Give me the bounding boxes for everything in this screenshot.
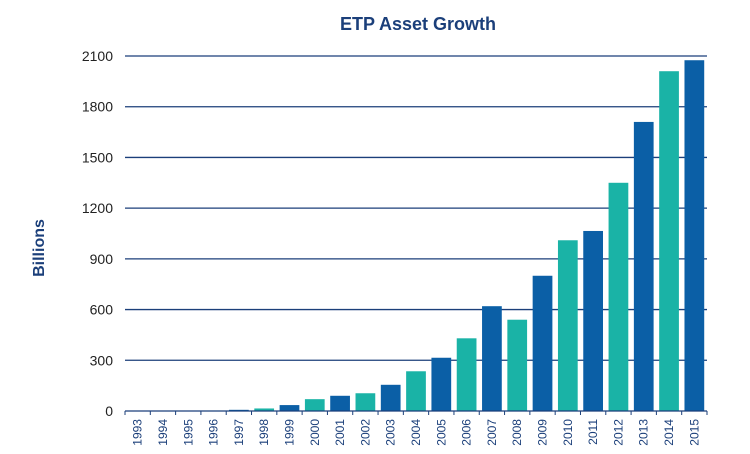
x-tick-label: 2000 (308, 419, 322, 446)
y-tick-label: 1500 (82, 149, 113, 165)
x-axis-ticks: 1993 1994 1995 1996 1997 1998 1999 2000 2001 2002… (124, 411, 708, 446)
bar-2005 (431, 357, 452, 411)
x-tick-label: 2002 (358, 419, 372, 446)
x-tick-label: 1994 (156, 419, 170, 446)
bar-2001 (330, 395, 350, 411)
bar-2003 (380, 384, 401, 411)
y-tick-label: 0 (105, 403, 113, 419)
y-axis-ticks: 0 300 600 900 1200 1500 1800 2100 (82, 48, 113, 419)
bars (153, 60, 705, 411)
bar-2002 (355, 393, 376, 411)
x-tick-label: 1998 (257, 419, 271, 446)
bar-2004 (406, 371, 426, 411)
x-tick-label: 2004 (409, 419, 423, 446)
bar-2010 (557, 240, 578, 411)
x-tick-label: 2005 (434, 419, 448, 446)
y-tick-label: 1200 (82, 200, 113, 216)
bar-2011 (583, 230, 603, 411)
bar-2008 (507, 319, 528, 411)
x-tick-label: 2006 (460, 419, 474, 446)
x-tick-label: 2007 (485, 419, 499, 446)
y-tick-label: 2100 (82, 48, 113, 64)
x-tick-label: 2010 (561, 419, 575, 446)
bar-2000 (304, 399, 325, 411)
y-tick-label: 900 (90, 251, 114, 267)
x-tick-label: 1993 (131, 419, 145, 446)
bar-2009 (532, 275, 553, 411)
y-axis-label: Billions (31, 219, 48, 277)
x-tick-label: 1995 (181, 419, 195, 446)
x-tick-label: 2009 (536, 419, 550, 446)
x-tick-label: 2008 (510, 419, 524, 446)
x-tick-label: 2014 (662, 419, 676, 446)
x-tick-label: 2012 (611, 419, 625, 446)
y-tick-label: 1800 (82, 99, 113, 115)
bar-1999 (279, 405, 300, 411)
x-tick-label: 2001 (333, 419, 347, 446)
gridlines (125, 55, 707, 361)
bar-2015 (684, 60, 705, 411)
x-tick-label: 2011 (586, 419, 600, 445)
y-tick-label: 300 (90, 352, 114, 368)
bar-2006 (456, 338, 477, 411)
x-tick-label: 2015 (687, 419, 701, 446)
chart-title: ETP Asset Growth (340, 14, 496, 34)
y-tick-label: 600 (90, 302, 114, 318)
x-tick-label: 2013 (637, 419, 651, 446)
bar-1998 (254, 408, 275, 411)
bar-2012 (608, 182, 629, 411)
x-tick-label: 2003 (384, 419, 398, 446)
x-tick-label: 1999 (282, 419, 296, 446)
bar-2014 (659, 71, 679, 411)
bar-2007 (482, 306, 502, 411)
x-tick-label: 1997 (232, 419, 246, 446)
bar-2013 (633, 121, 654, 411)
x-tick-label: 1996 (207, 419, 221, 446)
